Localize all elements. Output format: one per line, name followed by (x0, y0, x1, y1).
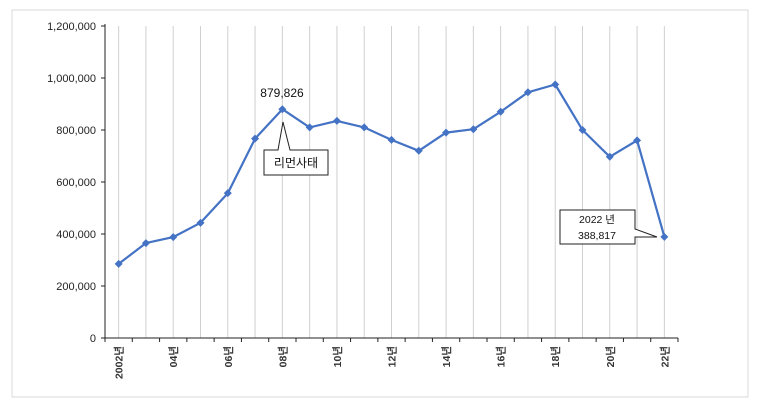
data-point (141, 239, 150, 248)
x-tick-label: 04년 (167, 346, 180, 367)
x-tick-label: 06년 (222, 346, 235, 367)
data-point (305, 123, 314, 132)
data-point (360, 123, 369, 132)
data-point (469, 125, 478, 134)
axes (101, 24, 679, 342)
peak-callout-label: 리먼사태 (274, 156, 318, 170)
data-point (251, 134, 260, 143)
x-tick-label: 2002년 (113, 346, 126, 379)
y-tick-label: 1,000,000 (47, 73, 96, 85)
peak-value-label: 879,826 (260, 86, 304, 100)
data-point (196, 218, 205, 227)
chart-border (11, 9, 749, 398)
x-tick-labels: 2002년 04년 06년 08년 10년 12년 14년 16년 18년 20년 22년 (113, 346, 672, 379)
data-point (442, 128, 451, 137)
y-tick-label: 400,000 (56, 229, 96, 241)
x-tick-label: 12년 (386, 346, 399, 367)
data-point (578, 126, 587, 134)
data-point (496, 107, 505, 116)
y-tick-label: 800,000 (56, 125, 96, 137)
data-point (551, 80, 560, 89)
y-tick-label: 200,000 (56, 281, 96, 293)
x-tick-label: 20년 (604, 346, 617, 367)
y-tick-label: 600,000 (56, 177, 96, 189)
data-point (605, 152, 614, 161)
data-point (414, 146, 423, 155)
data-point (332, 116, 341, 125)
grid-lines (118, 26, 665, 338)
data-point (660, 232, 669, 241)
x-tick-label: 16년 (495, 346, 508, 367)
y-tick-labels: 0 200,000 400,000 600,000 800,000 1,000,000 1,… (47, 21, 96, 345)
x-tick-label: 22년 (658, 346, 671, 367)
data-point (169, 233, 178, 242)
data-point (387, 135, 396, 144)
last-callout-year: 2022 년 (579, 214, 615, 226)
data-point (523, 88, 532, 97)
x-tick-label: 08년 (276, 346, 289, 367)
data-point (633, 136, 642, 145)
last-value-callout-box (559, 209, 658, 245)
data-point (114, 259, 123, 268)
y-tick-label: 1,200,000 (47, 21, 96, 33)
last-callout-value: 388,817 (578, 230, 616, 242)
x-tick-label: 18년 (549, 346, 562, 367)
data-markers (114, 80, 669, 268)
x-tick-label: 14년 (440, 346, 453, 367)
y-tick-label: 0 (90, 333, 96, 345)
data-point (278, 105, 287, 114)
x-tick-label: 10년 (331, 346, 344, 367)
data-point (223, 189, 232, 198)
peak-callout-box (263, 121, 329, 176)
